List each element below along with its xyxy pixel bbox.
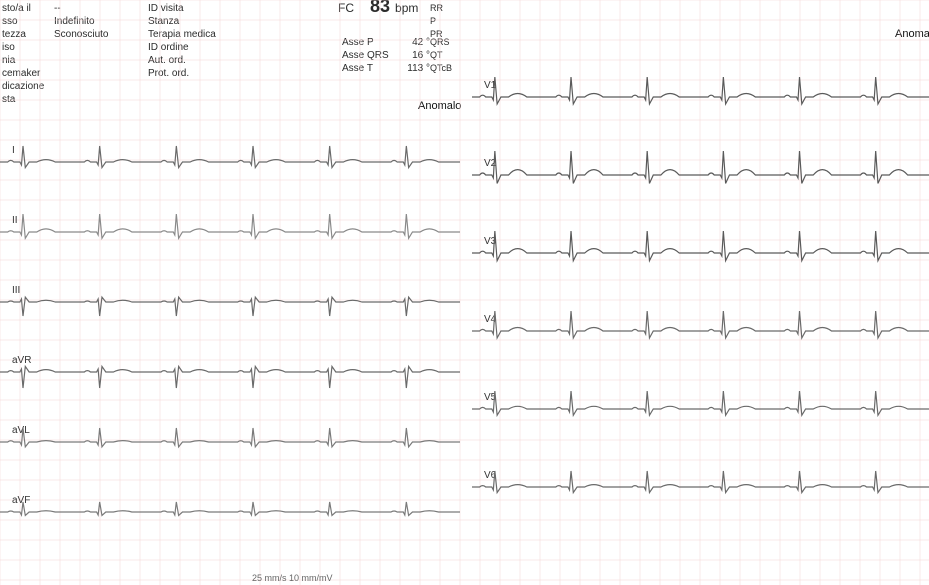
axis-value: 16 ° <box>400 49 430 62</box>
lead-waveform <box>472 452 929 522</box>
axis-label: Asse T <box>342 62 392 75</box>
lead-waveform <box>472 374 929 444</box>
hdr-label: cemaker <box>2 67 50 80</box>
hdr-label: sto/a il <box>2 2 50 15</box>
lead-waveform <box>0 197 460 267</box>
heart-rate-value: 83 bpm <box>370 0 418 15</box>
bpm-unit: bpm <box>395 1 418 15</box>
lead-waveform <box>472 296 929 366</box>
hdr-value: Sconosciuto <box>54 28 124 41</box>
patient-field-values: -- Indefinito Sconosciuto <box>54 2 124 41</box>
hdr-label: ID visita <box>148 2 238 15</box>
bpm-number: 83 <box>370 0 390 16</box>
interval-label: QTcB <box>430 62 464 75</box>
hdr-label: sso <box>2 15 50 28</box>
lead-waveform <box>472 140 929 210</box>
interval-label: QT <box>430 49 464 62</box>
interval-label: QRS <box>430 36 464 49</box>
hdr-value: Indefinito <box>54 15 124 28</box>
hdr-label: dicazione <box>2 80 44 93</box>
visit-field-labels: ID visita Stanza Terapia medica ID ordin… <box>148 2 238 80</box>
ecg-header: sto/a il sso tezza iso nia cemaker -- In… <box>0 0 460 95</box>
interval-label: RR <box>430 2 464 15</box>
lead-waveform <box>0 407 460 477</box>
hdr-label: iso <box>2 41 50 54</box>
hdr-label: tezza <box>2 28 50 41</box>
lead-waveform <box>0 477 460 547</box>
lead-waveform <box>0 127 460 197</box>
axis-value: 42 ° <box>400 36 430 49</box>
axis-value: 113 ° <box>400 62 430 75</box>
hdr-label: ID ordine <box>148 41 238 54</box>
interval-labels-2: QRS QT QTcB <box>430 36 464 75</box>
axis-values: 42 ° 16 ° 113 ° <box>400 36 430 75</box>
lead-waveform <box>472 62 929 132</box>
limb-leads-panel: IIIIIIaVRaVLaVF <box>0 95 460 585</box>
lead-waveform <box>0 267 460 337</box>
axis-label: Asse P <box>342 36 392 49</box>
hdr-label: nia <box>2 54 50 67</box>
hdr-label: Stanza <box>148 15 238 28</box>
hdr-label: Aut. ord. <box>148 54 238 67</box>
precordial-leads-panel: V1V2V3V4V5V6 <box>472 30 929 585</box>
lead-waveform <box>472 218 929 288</box>
axis-labels: Asse P Asse QRS Asse T <box>342 36 392 75</box>
hdr-value: -- <box>54 2 124 15</box>
lead-waveform <box>0 337 460 407</box>
interval-label: P <box>430 15 464 28</box>
patient-field-labels: sto/a il sso tezza iso nia cemaker <box>2 2 50 80</box>
axis-label: Asse QRS <box>342 49 392 62</box>
hdr-label: Terapia medica <box>148 28 238 41</box>
scale-text: 25 mm/s 10 mm/mV <box>252 573 333 583</box>
hdr-label: Prot. ord. <box>148 67 238 80</box>
